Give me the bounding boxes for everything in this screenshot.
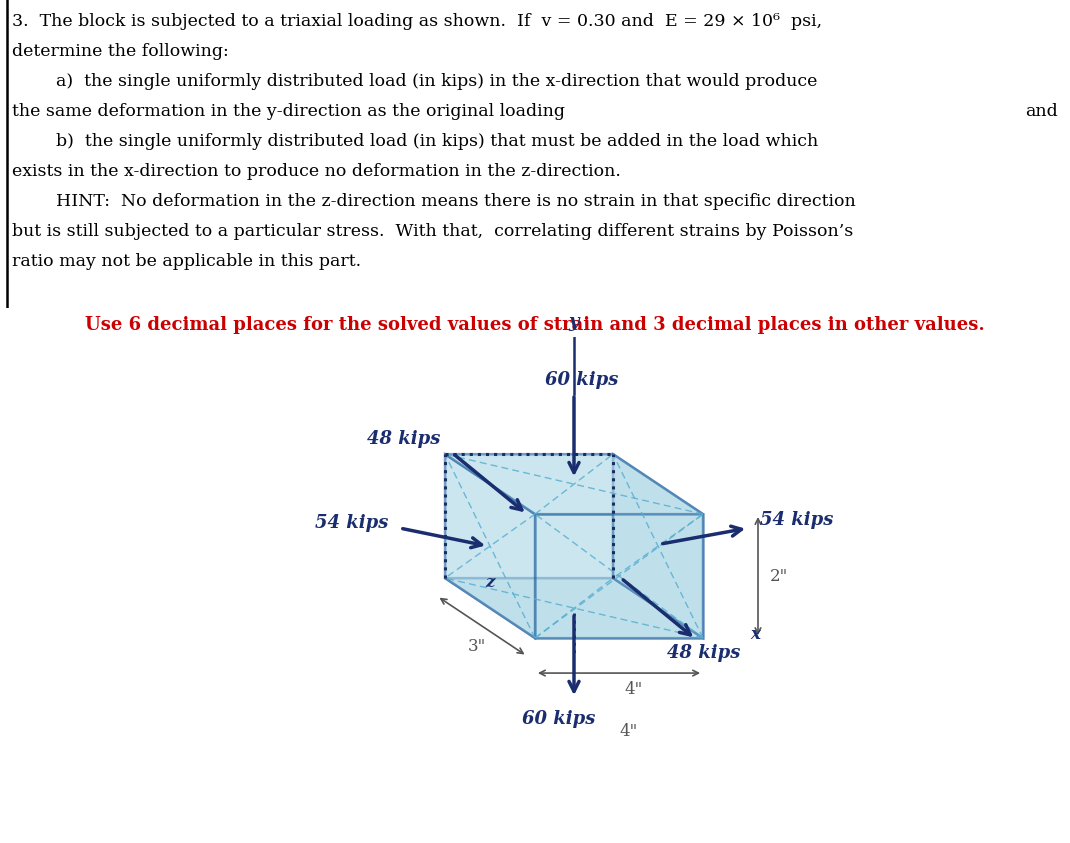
Text: 2": 2" bbox=[770, 567, 789, 584]
Text: 54 kips: 54 kips bbox=[760, 511, 834, 529]
Text: but is still subjected to a particular stress.  With that,  correlating differen: but is still subjected to a particular s… bbox=[12, 223, 853, 239]
Text: Use 6 decimal places for the solved values of strain and 3 decimal places in oth: Use 6 decimal places for the solved valu… bbox=[86, 316, 984, 335]
Text: 48 kips: 48 kips bbox=[367, 430, 441, 448]
Text: 60 kips: 60 kips bbox=[522, 710, 596, 728]
Polygon shape bbox=[445, 454, 613, 578]
Text: ratio may not be applicable in this part.: ratio may not be applicable in this part… bbox=[12, 253, 362, 270]
Text: 3.  The block is subjected to a triaxial loading as shown.  If  v = 0.30 and  E : 3. The block is subjected to a triaxial … bbox=[12, 13, 822, 30]
Polygon shape bbox=[445, 578, 703, 638]
Text: 4": 4" bbox=[620, 723, 638, 740]
Text: 48 kips: 48 kips bbox=[667, 644, 740, 662]
Text: 3": 3" bbox=[468, 638, 486, 655]
Text: the same deformation in the y-direction as the original loading: the same deformation in the y-direction … bbox=[12, 103, 565, 120]
Text: determine the following:: determine the following: bbox=[12, 43, 229, 60]
Text: y: y bbox=[569, 314, 579, 331]
Text: exists in the x-direction to produce no deformation in the z-direction.: exists in the x-direction to produce no … bbox=[12, 163, 621, 180]
Polygon shape bbox=[445, 454, 535, 638]
Text: x: x bbox=[750, 626, 761, 642]
Text: b)  the single uniformly distributed load (in kips) that must be added in the lo: b) the single uniformly distributed load… bbox=[12, 133, 819, 150]
Text: and: and bbox=[1025, 103, 1058, 120]
Text: HINT:  No deformation in the z-direction means there is no strain in that specif: HINT: No deformation in the z-direction … bbox=[12, 193, 856, 210]
Text: 60 kips: 60 kips bbox=[546, 371, 618, 389]
Text: z: z bbox=[485, 574, 494, 591]
Polygon shape bbox=[535, 514, 703, 638]
Polygon shape bbox=[613, 454, 703, 638]
Text: 54 kips: 54 kips bbox=[315, 514, 388, 532]
Polygon shape bbox=[445, 454, 703, 514]
Text: a)  the single uniformly distributed load (in kips) in the x-direction that woul: a) the single uniformly distributed load… bbox=[12, 73, 817, 90]
Text: 4": 4" bbox=[625, 681, 643, 698]
